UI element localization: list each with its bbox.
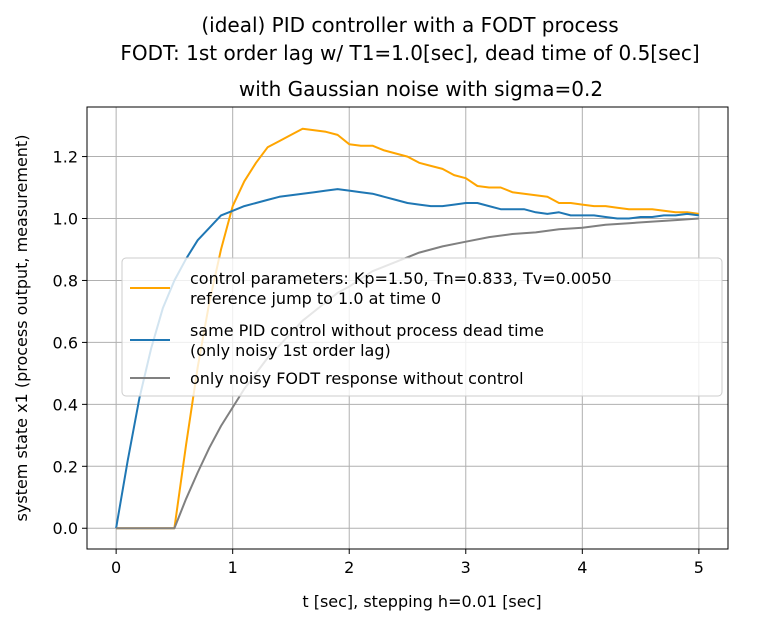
x-tick-label: 4 xyxy=(577,558,587,577)
chart-title-block: (ideal) PID controller with a FODT proce… xyxy=(120,13,699,101)
legend-label-2: same PID control without process dead ti… xyxy=(190,321,544,360)
y-tick-label: 0.4 xyxy=(53,395,78,414)
y-axis-label: system state x1 (process output, measure… xyxy=(12,135,31,522)
chart-title-line-1: (ideal) PID controller with a FODT proce… xyxy=(201,13,618,37)
y-tick-label: 0.8 xyxy=(53,271,78,290)
legend-label-3: only noisy FODT response without control xyxy=(190,369,524,388)
y-tick-label: 1.2 xyxy=(53,148,78,167)
x-tick-label: 2 xyxy=(344,558,354,577)
y-tick-label: 0.2 xyxy=(53,457,78,476)
x-axis-label: t [sec], stepping h=0.01 [sec] xyxy=(302,592,541,611)
plot-frame xyxy=(86,106,729,550)
x-tick-label: 1 xyxy=(228,558,238,577)
y-tick-label: 0.6 xyxy=(53,333,78,352)
legend-label-1: control parameters: Kp=1.50, Tn=0.833, T… xyxy=(190,269,612,308)
chart-title-line-2: FODT: 1st order lag w/ T1=1.0[sec], dead… xyxy=(120,41,699,65)
x-tick-label: 0 xyxy=(111,558,121,577)
x-axis-ticks: 0 1 2 3 4 5 xyxy=(111,549,704,577)
series-line-2 xyxy=(115,188,700,529)
x-tick-label: 3 xyxy=(461,558,471,577)
y-tick-label: 0.0 xyxy=(53,519,78,538)
chart-title-line-3: with Gaussian noise with sigma=0.2 xyxy=(239,77,603,101)
y-tick-label: 1.0 xyxy=(53,210,78,229)
x-tick-label: 5 xyxy=(694,558,704,577)
series-line-1 xyxy=(116,127,700,530)
y-axis-ticks: 0.0 0.2 0.4 0.6 0.8 1.0 1.2 xyxy=(53,148,87,538)
legend: control parameters: Kp=1.50, Tn=0.833, T… xyxy=(121,257,723,397)
legend-box xyxy=(121,257,723,397)
